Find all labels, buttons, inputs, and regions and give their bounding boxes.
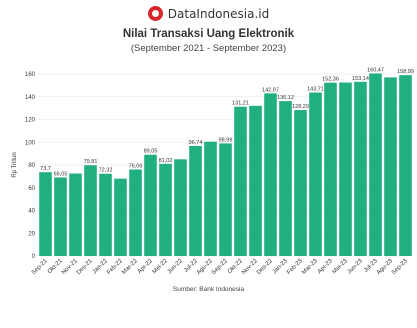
data-label: 76,06 [129, 163, 143, 169]
x-tick-label: Sep-21 [31, 258, 49, 276]
chart-title: Nilai Transaksi Uang Elektronik [122, 28, 295, 40]
data-label: 72,32 [99, 168, 113, 174]
x-tick-label: Jun-22 [167, 258, 185, 276]
brand-name: DataIndonesia.id [167, 6, 270, 21]
bar [279, 101, 292, 256]
data-label: 153,14 [352, 76, 369, 82]
data-label: 73,7 [40, 166, 51, 172]
x-tick-label: Sep-22 [211, 258, 229, 276]
bar [84, 165, 97, 256]
data-label: 160,47 [367, 67, 384, 73]
y-tick-label: 80 [28, 163, 35, 169]
x-tick-label: Mei-22 [152, 258, 170, 276]
data-label: 131,21 [232, 101, 249, 107]
y-tick-label: 60 [28, 186, 35, 192]
bar [99, 173, 112, 256]
bar [324, 82, 337, 257]
data-label: 128,29 [292, 104, 309, 110]
bar [264, 93, 277, 256]
x-tick-label: Mei-23 [332, 258, 350, 276]
data-label: 98,99 [219, 137, 233, 143]
y-tick-label: 120 [25, 118, 36, 124]
data-label: 136,12 [277, 95, 294, 101]
bar [219, 143, 232, 256]
data-label: 96,74 [189, 140, 203, 146]
y-tick-label: 40 [28, 209, 35, 215]
data-label: 81,02 [159, 158, 173, 164]
y-tick-label: 0 [32, 254, 36, 260]
x-tick-label: Mar-22 [121, 258, 139, 276]
bar [129, 169, 142, 256]
y-axis-label: Rp Triliun [12, 152, 18, 177]
x-tick-label: Sep-23 [391, 258, 409, 276]
data-label: 143,71 [307, 87, 324, 93]
bar [339, 82, 352, 256]
data-label: 152,36 [322, 77, 339, 83]
bar [384, 77, 397, 256]
bar [294, 110, 307, 256]
bar [39, 172, 52, 256]
x-tick-label: Des-22 [256, 258, 274, 276]
y-tick-label: 160 [25, 72, 36, 78]
bar [174, 159, 187, 256]
bar [399, 75, 412, 257]
bar [204, 141, 217, 256]
bar [144, 154, 157, 256]
data-label: 79,81 [84, 159, 98, 165]
source-note: Sumber: Bank Indonesia [172, 286, 245, 293]
bar [309, 92, 322, 256]
data-label: 69,05 [54, 171, 68, 177]
bar [159, 163, 172, 256]
x-tick-label: Jun-23 [347, 258, 365, 276]
bar [354, 81, 367, 256]
y-tick-label: 100 [25, 140, 36, 146]
y-tick-label: 140 [25, 95, 36, 101]
dataindonesia-logo-icon [147, 6, 163, 21]
bar [189, 145, 202, 256]
bar [249, 105, 262, 256]
brand-header: DataIndonesia.id [0, 6, 417, 21]
bar [69, 173, 82, 256]
bar [369, 73, 382, 256]
y-tick-label: 20 [28, 231, 35, 237]
x-tick-label: Mar-23 [301, 258, 319, 276]
data-label: 142,97 [262, 87, 279, 93]
data-label: 89,05 [144, 149, 158, 155]
bar [234, 106, 247, 256]
chart-subtitle: (September 2021 - September 2023) [130, 43, 287, 54]
data-label: 158,99 [397, 69, 414, 75]
x-tick-label: Des-21 [76, 258, 94, 276]
bar [114, 178, 127, 256]
bar [54, 177, 67, 256]
